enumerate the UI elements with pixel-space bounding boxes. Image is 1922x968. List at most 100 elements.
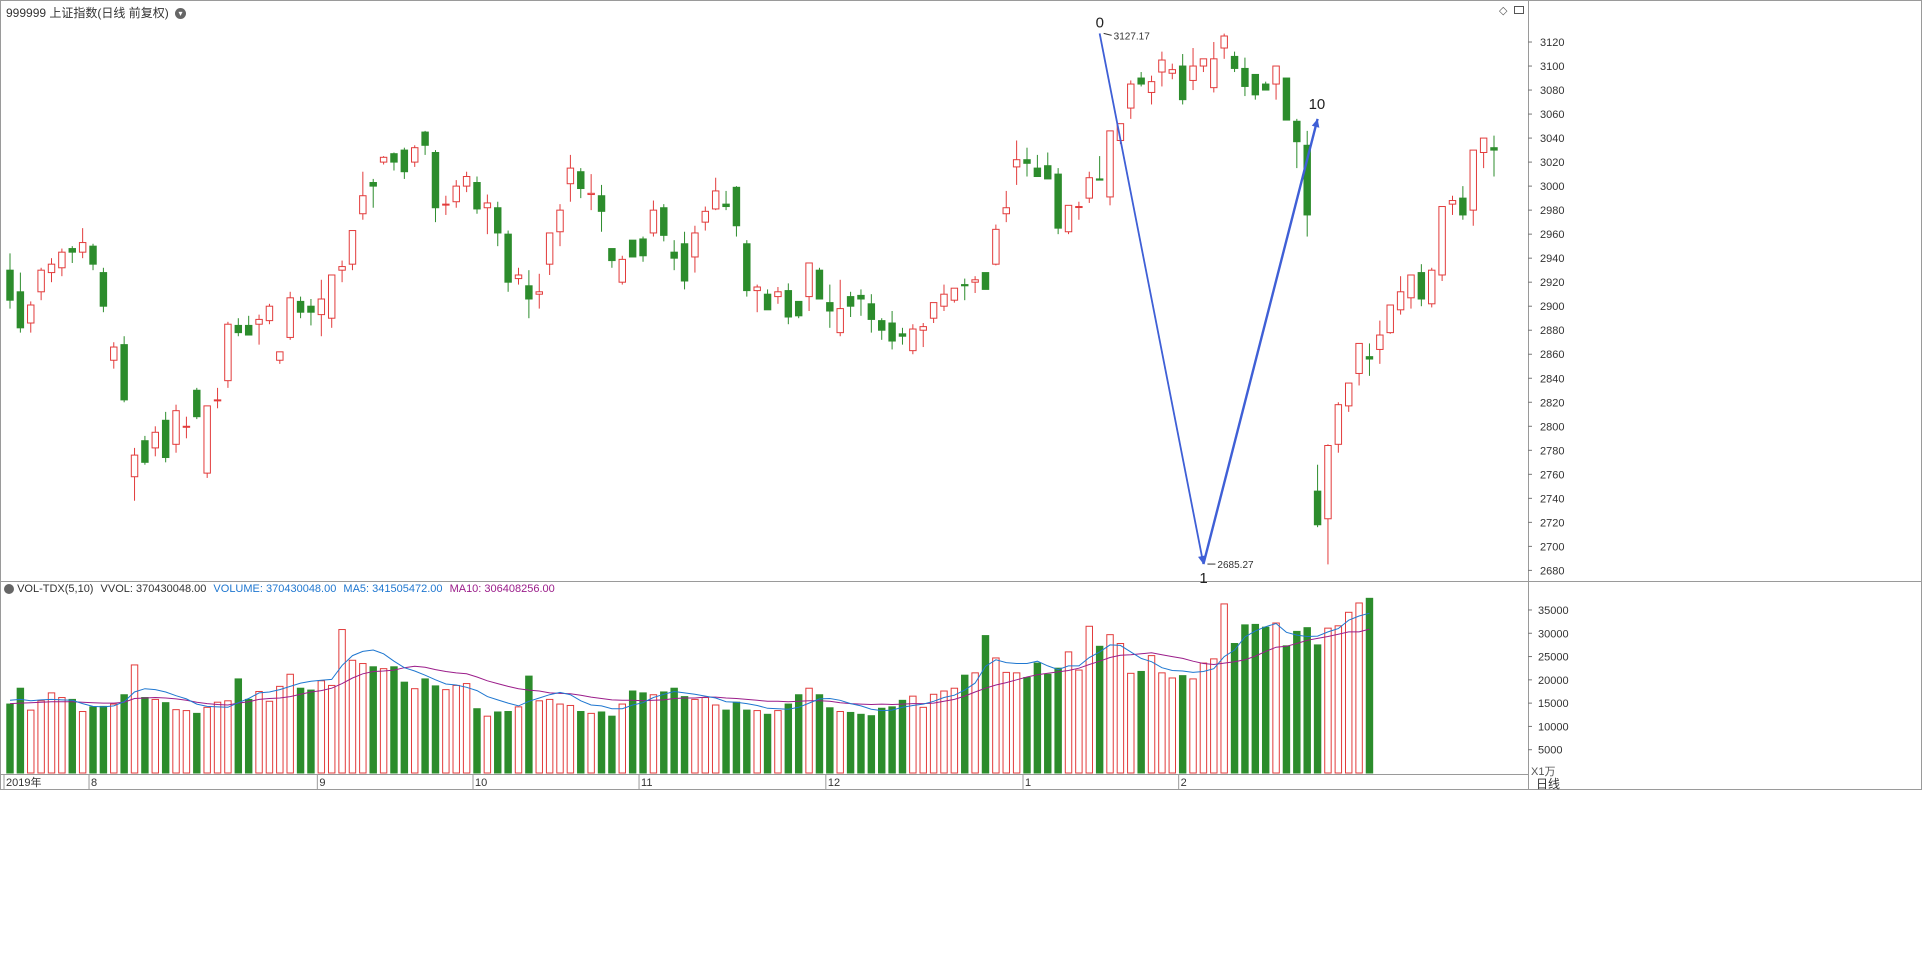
candle-body <box>27 304 35 324</box>
candle-body <box>452 185 460 203</box>
ma5-line <box>9 612 1370 712</box>
candle-body <box>442 203 450 206</box>
volume-bar <box>379 668 388 774</box>
panel-toggle-icon[interactable] <box>1514 6 1524 14</box>
candle-body <box>89 245 97 265</box>
volume-bar <box>400 681 409 774</box>
chart-border <box>0 0 1922 790</box>
symbol-title: 999999 上证指数(日线 前复权) <box>6 6 169 20</box>
volume-bar <box>452 684 460 774</box>
volume-bar <box>369 666 377 774</box>
candle-body <box>58 251 66 269</box>
candle-body <box>286 297 294 338</box>
volume-bar <box>141 697 149 774</box>
candle-body <box>255 318 263 325</box>
volume-bar <box>276 685 284 774</box>
volume-bar <box>514 706 523 774</box>
volume-bar <box>317 680 326 774</box>
volume-bar <box>981 635 990 774</box>
candle-body <box>462 176 471 187</box>
diamond-icon[interactable]: ◇ <box>1499 5 1508 17</box>
volume-bar <box>732 701 741 774</box>
volume-bar <box>483 715 492 774</box>
candle-body <box>47 263 56 274</box>
candle-body <box>929 302 938 319</box>
date-tick-label: 8 <box>91 777 97 789</box>
volume-bar <box>462 683 471 774</box>
candle-body <box>961 284 969 287</box>
volume-bar <box>1261 626 1270 774</box>
candle-body <box>898 333 907 337</box>
candle-body <box>1417 272 1426 300</box>
candle-body <box>1344 382 1353 407</box>
candle-body <box>120 344 128 401</box>
candle-body <box>1054 173 1062 229</box>
period-label[interactable]: 日线 <box>1536 777 1561 791</box>
candle-body <box>1293 120 1301 143</box>
candle-body <box>348 230 357 265</box>
candle-body <box>535 291 543 295</box>
candle-body <box>836 308 844 334</box>
volume-bar <box>16 687 25 774</box>
candle-body <box>1396 291 1405 311</box>
volume-bar <box>1355 602 1363 774</box>
volume-bar <box>473 708 481 774</box>
candle-body <box>1334 404 1343 445</box>
ma5-value: MA5: 341505472.00 <box>343 583 443 595</box>
volume-bar <box>711 704 720 774</box>
volume-bar <box>327 684 336 774</box>
volume-bar <box>224 700 232 774</box>
volume-value: VOLUME: 370430048.00 <box>213 583 337 595</box>
volume-bar <box>265 700 274 774</box>
volume-bar <box>971 672 979 774</box>
volume-bar <box>1147 655 1156 774</box>
volume-bar <box>1168 677 1177 774</box>
price-tick-label: 3120 <box>1540 37 1564 49</box>
candle-body <box>763 293 772 311</box>
volume-bar <box>213 701 222 774</box>
volume-bar <box>338 629 346 774</box>
volume-bar <box>1189 678 1197 774</box>
volume-bar <box>587 712 595 774</box>
volume-tick-label: 20000 <box>1538 675 1569 687</box>
volume-bar <box>1334 625 1343 774</box>
price-tick-label: 2960 <box>1540 229 1564 241</box>
volume-bar <box>867 715 876 774</box>
candle-body <box>327 274 336 319</box>
candle-body <box>1313 490 1322 526</box>
volume-bar <box>234 678 243 774</box>
volume-bar <box>545 698 554 774</box>
volume-bar <box>1282 645 1291 774</box>
volume-bar <box>722 709 730 774</box>
candle-body <box>1085 177 1093 199</box>
candle-body <box>1355 342 1363 374</box>
price-tick-label: 2760 <box>1540 469 1564 481</box>
volume-bar <box>359 663 367 774</box>
volume-bar <box>1137 670 1145 774</box>
candle-body <box>68 248 76 253</box>
volume-bar <box>307 689 315 774</box>
candle-body <box>421 131 429 146</box>
price-tick-label: 3040 <box>1540 133 1564 145</box>
candle-body <box>1448 200 1457 205</box>
volume-bar <box>691 698 699 774</box>
volume-bar <box>58 697 66 774</box>
volume-bar <box>857 713 865 774</box>
candle-body <box>1272 65 1280 85</box>
candle-body <box>618 258 626 283</box>
candle-body <box>1158 59 1166 73</box>
candle-body <box>950 287 959 301</box>
candle-body <box>1137 77 1145 85</box>
candle-body <box>1106 130 1114 198</box>
chevron-down-icon[interactable] <box>4 584 14 595</box>
price-tick-label: 2740 <box>1540 493 1564 505</box>
volume-bar <box>556 703 564 774</box>
volume-ma-lines <box>9 612 1370 712</box>
price-tick-label: 2820 <box>1540 397 1564 409</box>
candle-body <box>400 149 409 173</box>
volume-bar <box>1095 645 1104 774</box>
chevron-down-icon[interactable]: ▾ <box>175 8 187 20</box>
candle-body <box>1438 206 1446 276</box>
volume-bar <box>815 694 824 774</box>
